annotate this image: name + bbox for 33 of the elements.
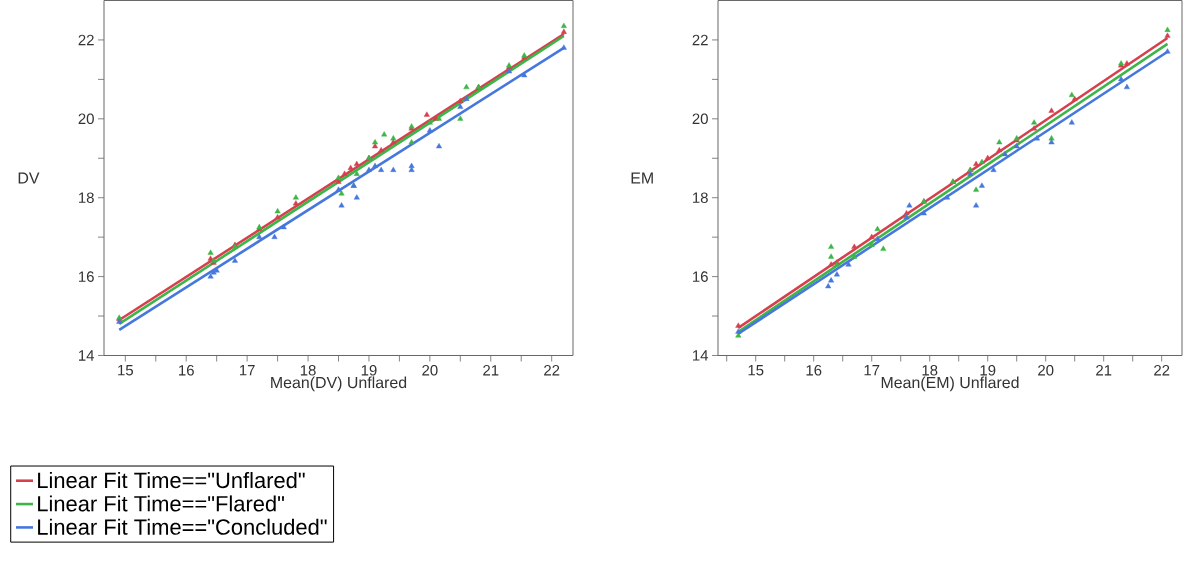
x-tick-label: 18 xyxy=(300,364,316,376)
x-tick-label: 21 xyxy=(483,364,499,376)
y-tick-label: 20 xyxy=(692,113,708,124)
x-tick-label: 20 xyxy=(422,364,438,376)
y-tick-label: 20 xyxy=(78,113,94,124)
y-tick-label: 16 xyxy=(693,271,708,282)
legend-label: Linear Fit Time=="Unflared" xyxy=(38,471,305,488)
x-tick-label: 20 xyxy=(1038,364,1054,376)
y-tick-label: 14 xyxy=(79,350,95,361)
y-axis-title: DV xyxy=(18,172,40,184)
y-axis-title: EM xyxy=(631,172,653,184)
y-tick-label: 16 xyxy=(79,271,94,282)
x-tick-label: 18 xyxy=(922,364,938,376)
x-tick-label: 22 xyxy=(544,364,560,376)
x-tick-label: 16 xyxy=(179,364,194,376)
y-tick-label: 22 xyxy=(692,34,708,45)
y-tick-label: 14 xyxy=(693,350,709,361)
y-tick-label: 22 xyxy=(78,34,94,45)
x-tick-label: 17 xyxy=(239,364,255,376)
x-tick-label: 15 xyxy=(118,364,134,376)
legend-label: Linear Fit Time=="Flared" xyxy=(38,495,284,512)
x-tick-label: 22 xyxy=(1154,364,1170,376)
x-tick-label: 19 xyxy=(361,364,377,376)
x-tick-label: 16 xyxy=(806,364,822,376)
x-axis-title: Mean(EM) Unflared xyxy=(881,376,1019,392)
y-tick-label: 18 xyxy=(79,192,94,203)
x-tick-label: 17 xyxy=(864,364,880,376)
x-tick-label: 19 xyxy=(980,364,996,376)
y-tick-label: 18 xyxy=(693,192,708,203)
x-tick-label: 21 xyxy=(1096,364,1112,376)
legend-label: Linear Fit Time=="Concluded" xyxy=(38,518,327,535)
x-tick-label: 15 xyxy=(748,364,764,376)
x-axis-title: Mean(DV) Unflared xyxy=(271,376,407,392)
